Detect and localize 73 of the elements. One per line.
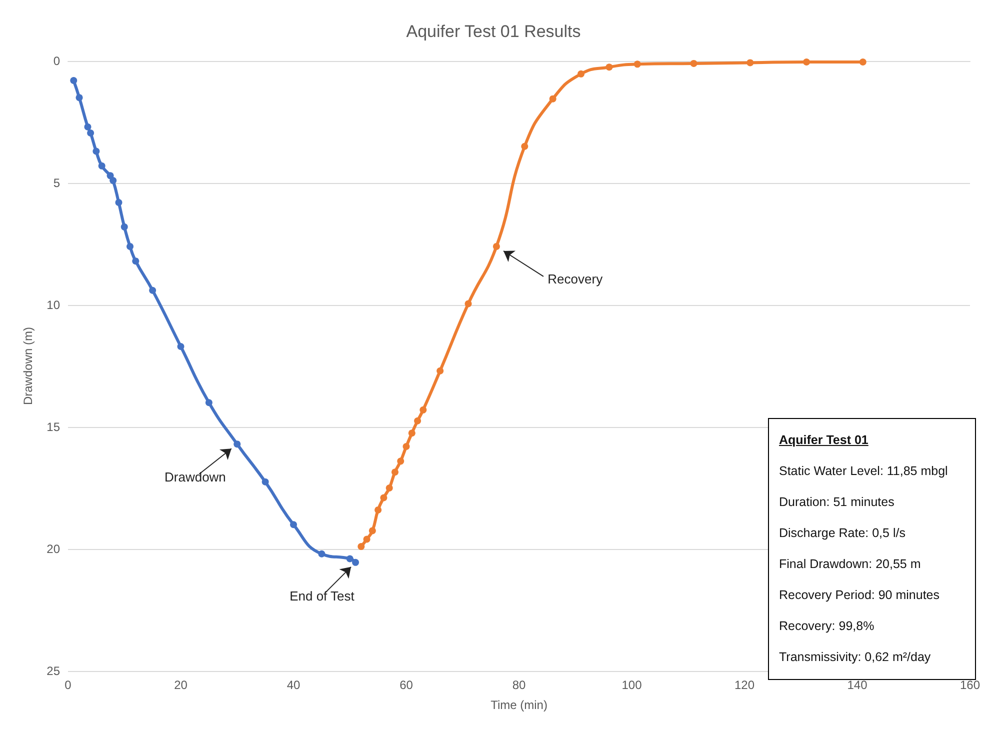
point	[690, 60, 698, 67]
point	[634, 60, 641, 68]
point	[368, 527, 376, 534]
point	[318, 550, 326, 558]
x-tick-label: 160	[960, 678, 980, 692]
annotation: Transmissivity: 0,62 m²/day	[779, 649, 932, 666]
point	[363, 536, 370, 543]
annotation: End of Test	[290, 588, 355, 604]
point	[391, 468, 398, 476]
x-tick-label: 20	[174, 678, 188, 692]
point	[414, 417, 422, 424]
y-tick-label: 10	[46, 298, 60, 312]
point	[352, 558, 360, 566]
point	[84, 123, 92, 130]
x-axis-title: Time (min)	[490, 698, 548, 712]
point	[492, 242, 500, 250]
y-tick-label: 25	[46, 664, 60, 678]
point	[98, 162, 106, 170]
x-tick-label: 40	[286, 678, 300, 692]
x-tick-label: 140	[847, 678, 868, 692]
x-tick-label: 120	[734, 678, 755, 692]
y-tick-label: 20	[46, 542, 60, 556]
point	[746, 59, 754, 66]
point	[126, 242, 134, 250]
point	[397, 458, 404, 465]
annotation: Drawdown	[164, 470, 226, 485]
point	[521, 142, 528, 150]
point	[380, 494, 388, 502]
annotation: Final Drawdown: 20,55 m	[779, 556, 922, 573]
point	[374, 506, 382, 514]
point	[358, 543, 365, 550]
point	[234, 440, 241, 448]
point	[92, 148, 100, 155]
x-tick-label: 60	[400, 678, 414, 692]
point	[420, 406, 427, 414]
point	[262, 478, 269, 486]
point	[402, 443, 410, 450]
point	[149, 286, 156, 294]
annotation: Recovery: 99,8%	[779, 618, 876, 635]
y-tick-label: 5	[53, 176, 60, 190]
point	[110, 177, 117, 184]
x-tick-label: 100	[622, 678, 642, 692]
point	[408, 430, 416, 437]
point	[177, 342, 184, 350]
x-tick-label: 80	[512, 678, 526, 692]
y-tick-label: 0	[53, 54, 60, 68]
point	[606, 64, 613, 71]
point	[70, 77, 78, 84]
point	[120, 223, 128, 230]
chart-title: Aquifer Test 01 Results	[406, 22, 581, 41]
annotation: Aquifer Test 01	[779, 432, 870, 449]
y-axis-title: Drawdown (m)	[21, 326, 35, 406]
point	[803, 58, 810, 66]
annotation: Duration: 51 minutes	[779, 494, 896, 511]
point	[87, 129, 94, 136]
annotation: Discharge Rate: 0,5 l/s	[779, 525, 906, 542]
point	[290, 521, 297, 528]
point	[578, 70, 585, 78]
point	[859, 58, 866, 66]
point	[346, 555, 354, 562]
point	[436, 367, 444, 374]
point	[464, 300, 472, 308]
y-tick-label: 15	[46, 420, 60, 434]
point	[132, 258, 140, 265]
point	[549, 95, 556, 102]
point	[76, 94, 83, 102]
annotation: Recovery Period: 90 minutes	[779, 587, 940, 604]
point	[115, 199, 122, 206]
annotation: Static Water Level: 11,85 mbgl	[779, 463, 949, 480]
point	[205, 399, 212, 406]
point	[386, 484, 393, 492]
x-tick-label: 0	[64, 678, 72, 692]
annotation: Recovery	[548, 272, 604, 287]
